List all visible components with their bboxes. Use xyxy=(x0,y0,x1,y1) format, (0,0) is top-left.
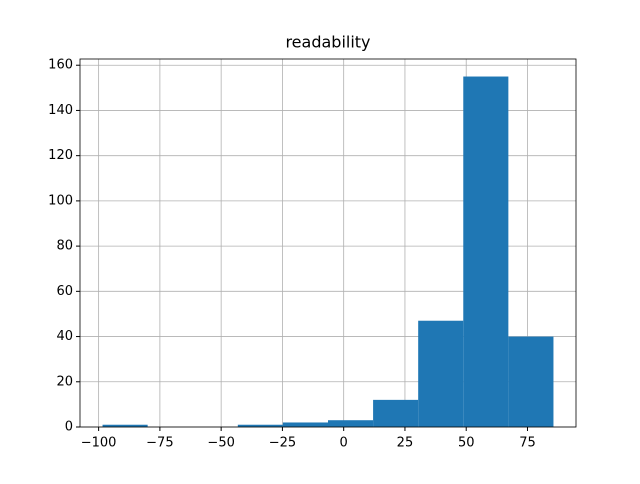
plot-frame xyxy=(79,58,577,428)
bar xyxy=(237,424,283,427)
bar xyxy=(463,76,509,428)
y-tick-label: 120 xyxy=(48,148,73,163)
y-tick-label: 140 xyxy=(48,103,73,118)
x-tick-label: 50 xyxy=(458,436,475,451)
bar xyxy=(282,422,328,427)
x-tick-label: −100 xyxy=(81,436,117,451)
y-tick-label: 0 xyxy=(65,420,73,435)
y-tick-label: 160 xyxy=(48,58,73,73)
x-tick-label: −25 xyxy=(269,436,296,451)
x-tick-label: −75 xyxy=(146,436,173,451)
x-tick-label: 75 xyxy=(519,436,536,451)
x-tick-label: −50 xyxy=(207,436,234,451)
chart-title: readability xyxy=(285,33,370,52)
y-tick-label: 20 xyxy=(56,374,73,389)
y-tick-label: 40 xyxy=(56,329,73,344)
x-tick-label: 0 xyxy=(340,436,348,451)
y-tick-label: 60 xyxy=(56,284,73,299)
y-tick-label: 80 xyxy=(56,239,73,254)
bar xyxy=(328,420,374,427)
bar xyxy=(373,399,419,427)
bar xyxy=(102,424,148,427)
bar xyxy=(508,336,554,427)
x-tick-label: 25 xyxy=(397,436,414,451)
bar xyxy=(418,320,464,427)
y-tick-label: 100 xyxy=(48,193,73,208)
